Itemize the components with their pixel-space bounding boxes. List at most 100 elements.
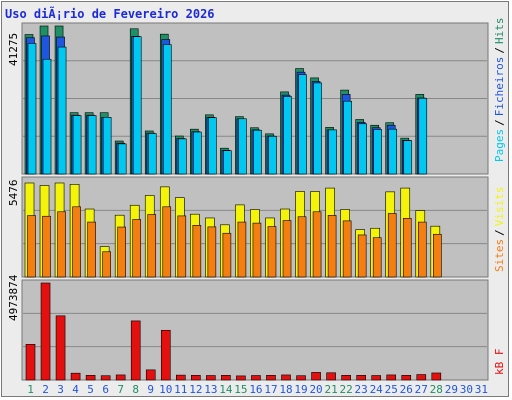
sites-bar [147,214,157,278]
sites-bar [132,219,142,278]
sites-bar [42,215,51,278]
pages-bar [132,36,142,175]
kbytes-bar [281,374,291,381]
x-tick-label: 8 [132,383,139,396]
x-tick-label: 10 [159,383,172,396]
pages-bar [298,74,307,175]
x-tick-label: 13 [204,383,217,396]
x-tick-label: 23 [355,383,368,396]
kbytes-bar [191,375,201,381]
pages-bar [147,133,157,175]
legend-pages: Pages [493,129,506,162]
sites-bar [417,221,427,278]
pages-bar [343,100,352,175]
kbytes-bar [266,375,276,381]
pages-bar [117,143,127,175]
x-tick-label: 27 [415,383,428,396]
x-tick-label: 1 [27,383,34,396]
pages-bar [313,82,322,175]
x-tick-label: 19 [294,383,307,396]
x-axis-labels: 1 2 3 4 5 6 7 8 9 10 11 12 13 14 15 16 17 18 19 20 21 22 23 24 2… [27,383,488,396]
kbytes-bar [100,375,111,381]
sites-bar [57,211,66,278]
hits-ymax-label: 41275 [7,33,20,66]
pages-bar [373,129,382,175]
x-tick-label: 3 [57,383,64,396]
x-tick-label: 12 [189,383,202,396]
x-tick-label: 22 [340,383,353,396]
pages-bar [208,117,217,175]
pages-bar [223,150,232,175]
x-tick-label: 28 [430,383,443,396]
kbytes-bar [85,375,96,381]
kbytes-bar [251,375,261,381]
x-tick-label: 6 [102,383,109,396]
pages-bar [193,131,202,175]
sites-bar [117,226,126,278]
kbytes-bar [416,374,427,381]
sites-bar [267,226,277,278]
x-tick-label: 18 [279,383,292,396]
x-tick-label: 24 [370,383,384,396]
sites-bar [27,215,36,278]
sites-bar [237,221,247,278]
kbytes-bar [386,374,397,381]
kbytes-bar [326,372,336,381]
kbytes-bar [356,375,366,381]
kbytes-bar [311,372,321,381]
legend-sites-visits: Sites / Visits [493,187,506,273]
legend-slash-3: / [493,229,506,236]
pages-bar [102,117,112,175]
legend-sites: Sites [493,239,506,272]
pages-bar [178,138,187,175]
kbytes-ymax-label: 4973874 [7,274,20,321]
legend-slash-1: / [493,119,506,126]
x-tick-label: 15 [234,383,247,396]
kbytes-bar [221,375,231,381]
kbytes-bar [145,369,156,381]
pages-bar [42,58,52,175]
sites-bar [72,206,81,278]
sites-bar [387,213,397,278]
pages-bar [27,43,37,175]
x-tick-label: 9 [147,383,154,396]
x-tick-label: 29 [445,383,458,396]
pages-bar [358,123,367,175]
x-tick-label: 30 [460,383,473,396]
kbytes-bar [176,374,186,381]
x-tick-label: 16 [249,383,262,396]
kbytes-bar [40,282,51,381]
pages-bar [253,129,262,175]
pages-bar [403,140,413,175]
pages-bar [283,96,292,175]
kbytes-bar [55,315,66,381]
sites-bar [357,234,367,278]
sites-bar [222,232,232,278]
pages-bar [418,98,428,175]
x-tick-label: 20 [309,383,322,396]
bar-layer [24,25,442,381]
kbytes-bar [130,320,141,381]
pages-bar [72,115,82,175]
sites-bar [87,221,96,278]
kbytes-bar [341,375,351,381]
sites-bar [252,222,262,278]
x-tick-label: 14 [219,383,233,396]
kbytes-bar [70,372,81,381]
sites-bar [102,251,111,278]
pages-bar [238,118,247,175]
pages-bar [388,128,398,175]
sites-bar [192,225,202,278]
x-tick-label: 5 [87,383,94,396]
sites-bar [312,211,322,278]
sites-bar [327,215,337,278]
sites-bar [282,220,292,278]
sites-bar [162,206,172,278]
kbytes-bar [25,344,36,381]
x-tick-label: 4 [72,383,79,396]
kbytes-panel [21,279,489,381]
sites-bar [297,216,307,278]
kbytes-bar [401,375,412,381]
kbytes-bar [371,375,381,381]
